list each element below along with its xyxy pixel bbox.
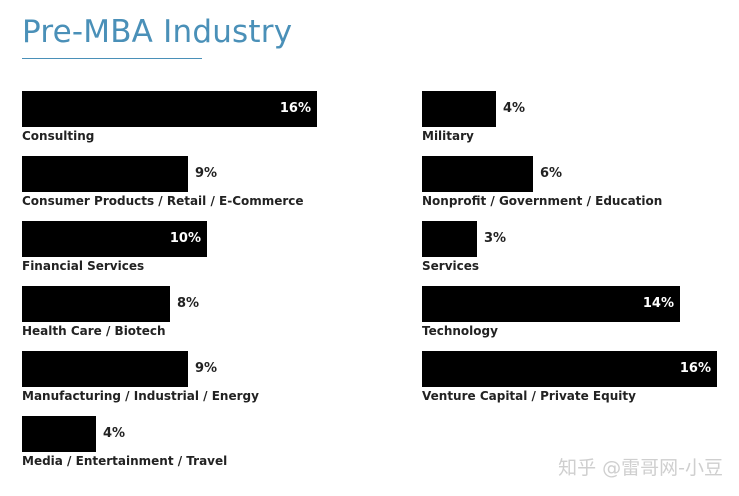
bar-2-3 — [422, 221, 477, 257]
value-label-1-6: 4% — [103, 426, 126, 441]
title-underline — [22, 58, 202, 59]
category-label-1-2: Consumer Products / Retail / E-Commerce — [22, 194, 304, 208]
value-label-1-1: 16% — [279, 101, 311, 116]
category-label-1-5: Manufacturing / Industrial / Energy — [22, 389, 259, 403]
category-label-1-3: Financial Services — [22, 259, 145, 273]
value-label-2-1: 4% — [503, 101, 526, 116]
category-label-1-1: Consulting — [22, 129, 95, 143]
bar-1-3 — [22, 221, 207, 257]
bar-2-2 — [422, 156, 533, 192]
value-label-2-4: 14% — [642, 296, 674, 311]
bar-2-1 — [422, 91, 496, 127]
category-label-2-5: Venture Capital / Private Equity — [422, 389, 636, 403]
bar-1-5 — [22, 351, 188, 387]
watermark: 知乎 @雷哥网-小豆 — [558, 457, 723, 479]
value-label-1-4: 8% — [177, 296, 200, 311]
bar-1-2 — [22, 156, 188, 192]
value-label-2-3: 3% — [484, 231, 507, 246]
category-label-1-6: Media / Entertainment / Travel — [22, 454, 228, 468]
value-label-2-2: 6% — [540, 166, 563, 181]
value-label-2-5: 16% — [679, 361, 711, 376]
bar-1-6 — [22, 416, 96, 452]
category-label-2-1: Military — [422, 129, 474, 143]
category-label-1-4: Health Care / Biotech — [22, 324, 166, 338]
category-label-2-3: Services — [422, 259, 480, 273]
value-label-1-2: 9% — [195, 166, 218, 181]
bar-1-4 — [22, 286, 170, 322]
bar-1-1 — [22, 91, 317, 127]
category-label-2-2: Nonprofit / Government / Education — [422, 194, 663, 208]
value-label-1-3: 10% — [169, 231, 201, 246]
bar-2-4 — [422, 286, 680, 322]
chart-title: Pre-MBA Industry — [22, 14, 293, 50]
category-label-2-4: Technology — [422, 324, 498, 338]
value-label-1-5: 9% — [195, 361, 218, 376]
bar-2-5 — [422, 351, 717, 387]
